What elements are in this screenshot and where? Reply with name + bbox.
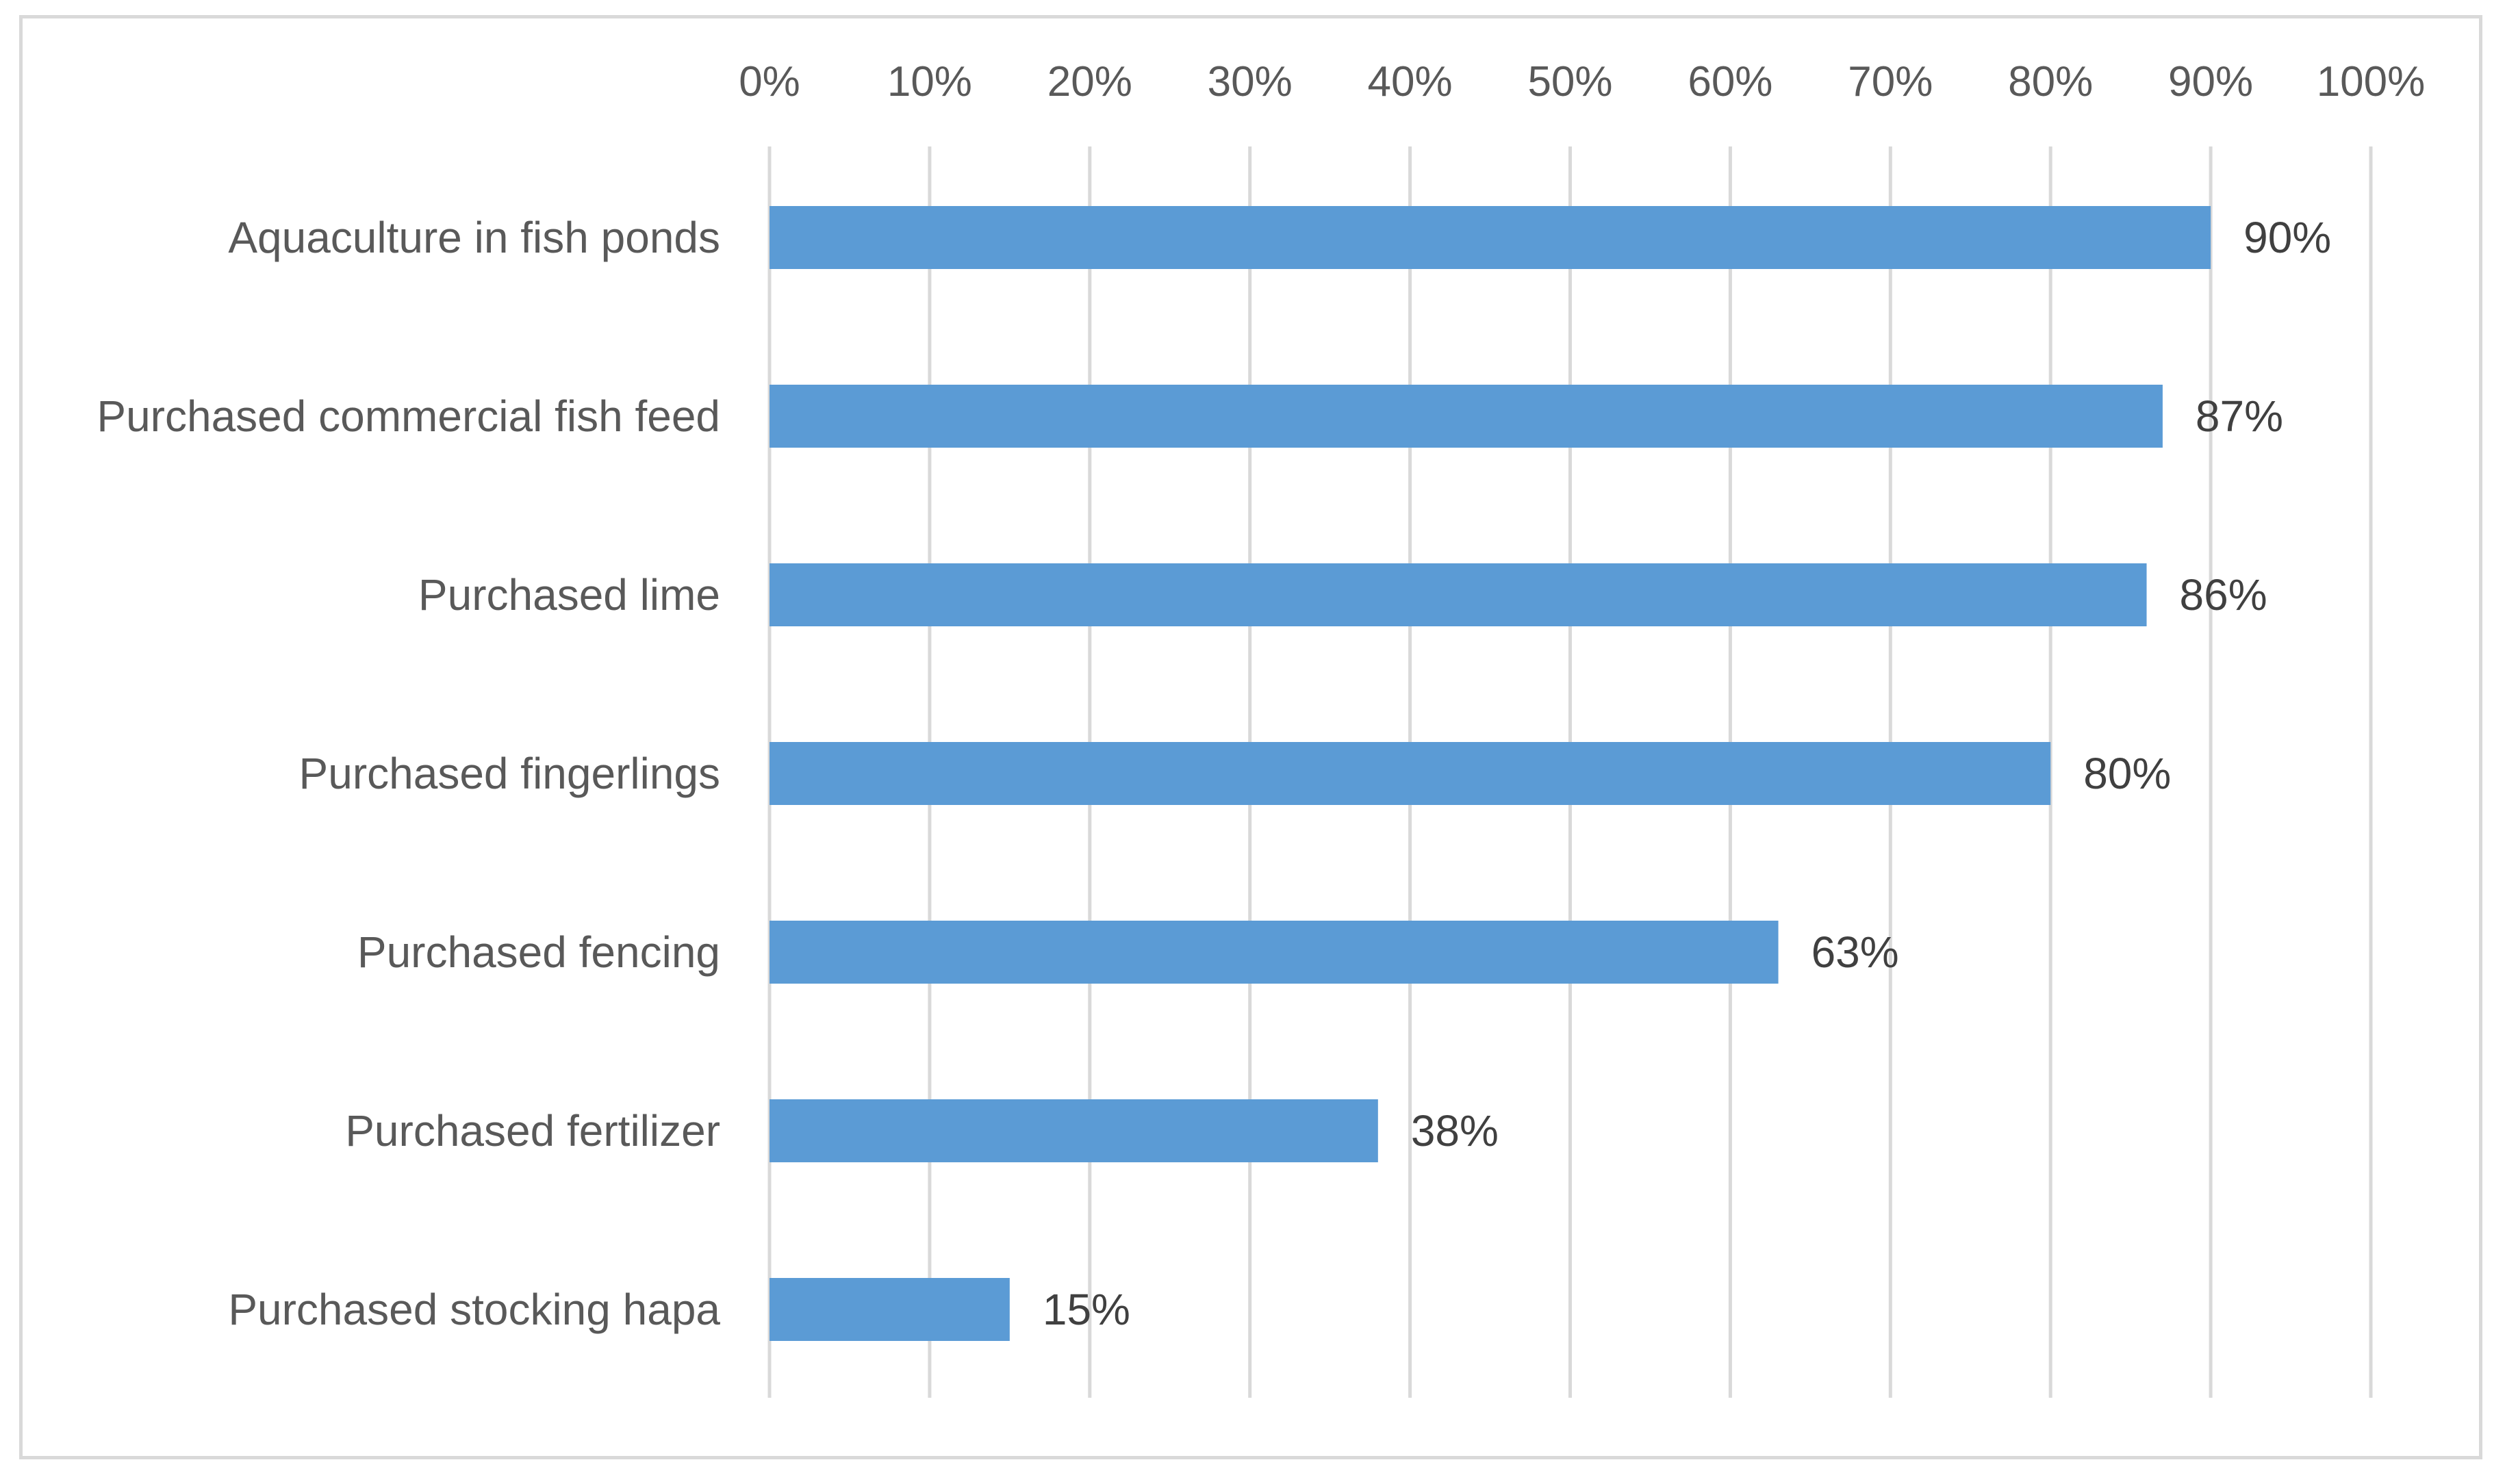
- category-label: Purchased fencing: [357, 928, 720, 977]
- x-tick-label: 50%: [1527, 58, 1612, 105]
- data-label: 15%: [1043, 1285, 1130, 1334]
- x-tick-label: 70%: [1848, 58, 1933, 105]
- x-tick-label: 90%: [2168, 58, 2253, 105]
- data-label: 80%: [2083, 749, 2171, 798]
- bar: [770, 742, 2051, 805]
- x-tick-label: 30%: [1208, 58, 1293, 105]
- x-tick-label: 40%: [1368, 58, 1453, 105]
- category-labels: Aquaculture in fish ponds Purchased comme…: [97, 213, 720, 1334]
- data-label: 87%: [2196, 392, 2283, 441]
- bar: [770, 206, 2211, 269]
- bar: [770, 563, 2147, 626]
- data-label: 90%: [2243, 213, 2331, 262]
- bar: [770, 921, 1779, 984]
- x-tick-label: 100%: [2317, 58, 2426, 105]
- x-tick-label: 0%: [739, 58, 800, 105]
- category-label: Purchased lime: [418, 570, 720, 619]
- x-tick-label: 20%: [1047, 58, 1132, 105]
- bar: [770, 1278, 1010, 1341]
- category-label: Purchased fingerlings: [299, 749, 720, 798]
- x-axis-ticks: 0% 10% 20% 30% 40% 50% 60% 70% 80% 90% 100%: [739, 58, 2425, 105]
- bar: [770, 385, 2163, 448]
- data-label: 63%: [1811, 928, 1899, 977]
- data-label: 86%: [2180, 570, 2267, 619]
- bar: [770, 1099, 1378, 1162]
- data-label: 38%: [1411, 1106, 1499, 1155]
- category-label: Aquaculture in fish ponds: [228, 213, 720, 262]
- data-labels: 90% 87% 86% 80% 63% 38% 15%: [1043, 213, 2331, 1334]
- category-label: Purchased commercial fish feed: [97, 392, 720, 441]
- category-label: Purchased fertilizer: [345, 1106, 720, 1155]
- bars: [770, 206, 2211, 1341]
- x-tick-label: 80%: [2008, 58, 2093, 105]
- x-tick-label: 10%: [887, 58, 972, 105]
- x-tick-label: 60%: [1688, 58, 1772, 105]
- category-label: Purchased stocking hapa: [228, 1285, 720, 1334]
